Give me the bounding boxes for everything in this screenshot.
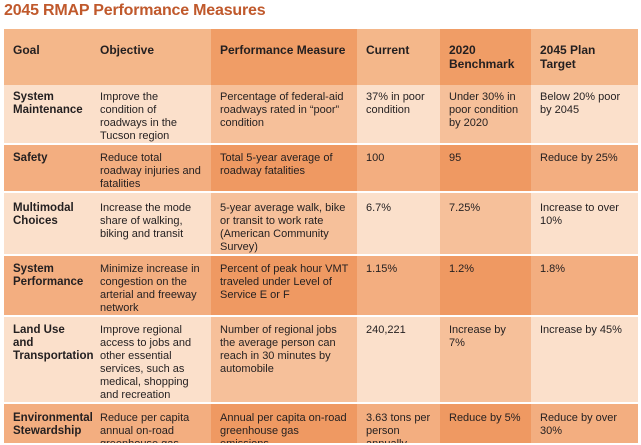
goal-cell: Land Use and Transportation [4,315,94,403]
target-cell: Reduce by over 30% [531,402,638,443]
header-goal: Goal [4,29,91,85]
page-title: 2045 RMAP Performance Measures [4,2,266,19]
header-2045-plan-target: 2045 Plan Target [531,29,638,85]
table-row: Environmental Stewardship Reduce per cap… [4,402,638,443]
target-cell: Reduce by 25% [531,143,638,192]
benchmark-cell: 7.25% [440,191,531,255]
header-2020-benchmark: 2020 Benchmark [440,29,531,85]
header-current: Current [357,29,440,85]
target-cell: Increase to over 10% [531,191,638,255]
goal-cell: System Performance [4,254,91,316]
objective-cell: Improve regional access to jobs and othe… [91,315,211,403]
measure-cell: Number of regional jobs the average pers… [211,315,357,403]
measure-cell: Annual per capita on-road greenhouse gas… [211,402,357,443]
table-row: Safety Reduce total roadway injuries and… [4,143,638,192]
header-objective: Objective [91,29,211,85]
objective-cell: Minimize increase in congestion on the a… [91,254,211,316]
performance-measures-table-container: Goal Objective Performance Measure Curre… [4,29,638,443]
benchmark-cell: Reduce by 5% [440,402,531,443]
target-cell: Below 20% poor by 2045 [531,85,638,144]
current-cell: 3.63 tons per person annually [357,402,440,443]
goal-cell: Environmental Stewardship [4,402,93,443]
performance-measures-table: Goal Objective Performance Measure Curre… [4,29,638,443]
target-cell: Increase by 45% [531,315,638,403]
benchmark-cell: 1.2% [440,254,531,316]
table-row: Multimodal Choices Increase the mode sha… [4,191,638,255]
objective-cell: Reduce per capita annual on-road greenho… [91,402,211,443]
benchmark-cell: Under 30% in poor condition by 2020 [440,85,531,144]
table-header-row: Goal Objective Performance Measure Curre… [4,29,638,85]
current-cell: 1.15% [357,254,440,316]
measure-cell: Percentage of federal-aid roadways rated… [211,85,357,144]
current-cell: 6.7% [357,191,440,255]
measure-cell: 5-year average walk, bike or transit to … [211,191,357,255]
table-row: Land Use and Transportation Improve regi… [4,315,638,403]
objective-cell: Reduce total roadway injuries and fatali… [91,143,211,192]
measure-cell: Percent of peak hour VMT traveled under … [211,254,357,316]
objective-cell: Improve the condition of roadways in the… [91,85,211,144]
objective-cell: Increase the mode share of walking, biki… [91,191,211,255]
goal-cell: System Maintenance [4,85,91,144]
table-row: System Maintenance Improve the condition… [4,85,638,144]
table-row: System Performance Minimize increase in … [4,254,638,316]
benchmark-cell: 95 [440,143,531,192]
header-performance-measure: Performance Measure [211,29,357,85]
target-cell: 1.8% [531,254,638,316]
goal-cell: Multimodal Choices [4,191,91,255]
current-cell: 240,221 [357,315,440,403]
measure-cell: Total 5-year average of roadway fataliti… [211,143,357,192]
goal-cell: Safety [4,143,91,192]
current-cell: 37% in poor condition [357,85,440,144]
benchmark-cell: Increase by 7% [440,315,531,403]
current-cell: 100 [357,143,440,192]
